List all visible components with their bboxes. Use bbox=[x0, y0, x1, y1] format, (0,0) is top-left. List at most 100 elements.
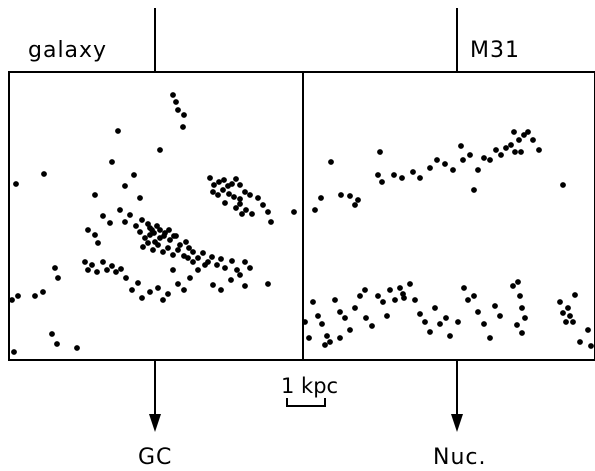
right-point bbox=[517, 293, 523, 299]
left-point bbox=[155, 285, 161, 291]
left-point bbox=[181, 287, 187, 293]
left-point bbox=[180, 124, 186, 130]
right-point bbox=[475, 309, 481, 315]
left-point bbox=[100, 213, 106, 219]
right-point bbox=[362, 287, 368, 293]
left-point bbox=[122, 183, 128, 189]
left-point bbox=[94, 269, 100, 275]
right-point bbox=[407, 281, 413, 287]
right-point bbox=[510, 283, 516, 289]
left-point bbox=[234, 267, 240, 273]
right-point bbox=[417, 311, 423, 317]
left-point bbox=[170, 92, 176, 98]
left-point bbox=[151, 230, 157, 236]
right-point bbox=[412, 297, 418, 303]
left-point bbox=[291, 209, 297, 215]
left-point bbox=[187, 275, 193, 281]
left-point bbox=[215, 192, 221, 198]
left-point bbox=[249, 211, 255, 217]
left-point bbox=[185, 255, 191, 261]
right-point bbox=[337, 335, 343, 341]
left-point bbox=[165, 245, 171, 251]
left-point bbox=[137, 195, 143, 201]
right-panel-points bbox=[302, 129, 594, 349]
right-point bbox=[432, 305, 438, 311]
left-point bbox=[260, 202, 266, 208]
left-point bbox=[233, 176, 239, 182]
left-panel-title: galaxy bbox=[28, 38, 107, 63]
left-point bbox=[113, 269, 119, 275]
right-point bbox=[328, 159, 334, 165]
right-point bbox=[410, 169, 416, 175]
left-point bbox=[95, 240, 101, 246]
left-point bbox=[265, 281, 271, 287]
left-point bbox=[142, 235, 148, 241]
right-point bbox=[461, 285, 467, 291]
left-point bbox=[216, 179, 222, 185]
right-point bbox=[399, 175, 405, 181]
left-point bbox=[167, 237, 173, 243]
nucleus-label: Nuc. bbox=[433, 445, 487, 470]
left-point bbox=[268, 219, 274, 225]
right-point bbox=[355, 197, 361, 203]
left-point bbox=[186, 245, 192, 251]
right-point bbox=[560, 310, 566, 316]
left-point bbox=[32, 293, 38, 299]
right-point bbox=[455, 319, 461, 325]
left-point bbox=[154, 223, 160, 229]
right-point bbox=[422, 319, 428, 325]
right-point bbox=[503, 145, 509, 151]
left-point bbox=[140, 244, 146, 250]
left-point bbox=[221, 177, 227, 183]
left-point bbox=[173, 99, 179, 105]
left-point bbox=[104, 267, 110, 273]
right-point bbox=[347, 193, 353, 199]
right-panel-frame bbox=[302, 71, 595, 361]
right-point bbox=[487, 335, 493, 341]
left-point bbox=[218, 256, 224, 262]
right-point bbox=[318, 195, 324, 201]
left-point bbox=[85, 227, 91, 233]
right-point bbox=[338, 192, 344, 198]
left-point bbox=[228, 277, 234, 283]
right-point bbox=[315, 313, 321, 319]
right-point bbox=[375, 172, 381, 178]
gc-arrow bbox=[149, 360, 161, 432]
left-point bbox=[137, 229, 143, 235]
left-point bbox=[55, 275, 61, 281]
left-point bbox=[229, 258, 235, 264]
right-point bbox=[481, 155, 487, 161]
nucleus-arrow bbox=[451, 360, 463, 432]
left-point bbox=[40, 289, 46, 295]
right-point bbox=[391, 172, 397, 178]
left-point bbox=[239, 211, 245, 217]
right-point bbox=[521, 132, 527, 138]
right-point bbox=[565, 305, 571, 311]
left-point bbox=[160, 297, 166, 303]
right-point bbox=[467, 152, 473, 158]
left-point bbox=[123, 275, 129, 281]
right-point bbox=[379, 179, 385, 185]
right-point bbox=[493, 147, 499, 153]
right-point bbox=[437, 321, 443, 327]
right-point bbox=[427, 165, 433, 171]
left-point bbox=[222, 200, 228, 206]
right-point bbox=[352, 202, 358, 208]
right-point bbox=[530, 137, 536, 143]
right-point bbox=[384, 313, 390, 319]
left-point bbox=[229, 181, 235, 187]
left-panel-points bbox=[9, 92, 297, 355]
left-point bbox=[147, 289, 153, 295]
left-point bbox=[242, 283, 248, 289]
left-point bbox=[195, 255, 201, 261]
right-point bbox=[369, 323, 375, 329]
left-point bbox=[243, 207, 249, 213]
left-point bbox=[265, 209, 271, 215]
left-point bbox=[181, 112, 187, 118]
left-point bbox=[139, 217, 145, 223]
right-point bbox=[512, 149, 518, 155]
left-point bbox=[247, 265, 253, 271]
right-point bbox=[375, 293, 381, 299]
left-point bbox=[214, 262, 220, 268]
left-point bbox=[82, 259, 88, 265]
